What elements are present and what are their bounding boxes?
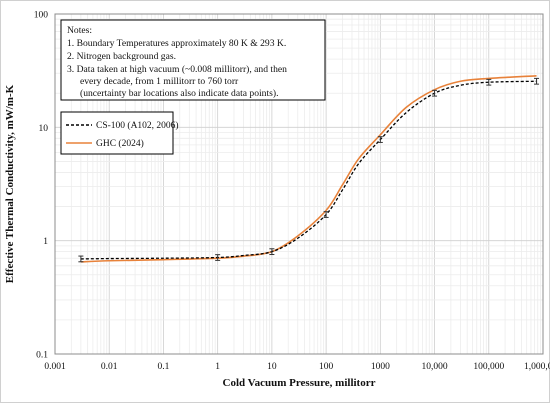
series-line-cs100	[80, 80, 537, 260]
x-axis-label: Cold Vacuum Pressure, millitorr	[223, 377, 376, 389]
error-bar	[269, 248, 275, 256]
x-tick-label: 10,000	[421, 362, 447, 372]
legend-label-ghc: GHC (2024)	[96, 138, 144, 149]
error-bar	[323, 211, 329, 218]
x-tick-label: 100	[319, 362, 334, 372]
x-tick-label: 1000	[371, 362, 390, 372]
notes-box-border	[60, 19, 326, 101]
series-line-ghc	[80, 74, 537, 263]
x-tick-label: 10	[267, 362, 277, 372]
error-bar	[432, 89, 438, 97]
error-bar	[377, 136, 383, 143]
x-tick-label: 0.1	[158, 362, 170, 372]
y-tick-label: 100	[34, 11, 49, 21]
x-tick-label: 100,000	[473, 362, 504, 372]
notes-box: Notes: 1. Boundary Temperatures approxim…	[60, 19, 326, 101]
notes-line-1: 1. Boundary Temperatures approximately 8…	[67, 38, 286, 49]
y-axis-label: Effective Thermal Conductivity, mW/m-K	[4, 84, 16, 283]
plot-area-border	[54, 13, 544, 355]
x-tick-label: 0.01	[101, 362, 118, 372]
error-bar	[486, 78, 492, 86]
legend-box	[60, 111, 174, 155]
y-tick-label: 10	[39, 124, 49, 134]
legend-label-cs100: CS-100 (A102, 2006)	[96, 120, 179, 131]
error-bar	[215, 254, 221, 261]
legend: CS-100 (A102, 2006) GHC (2024)	[60, 111, 179, 155]
error-bar	[78, 255, 84, 263]
notes-line-4: every decade, from 1 millitorr to 760 to…	[80, 76, 239, 87]
notes-line-0: Notes:	[67, 25, 92, 36]
x-tick-label: 1,000,000	[524, 362, 550, 372]
ticks-layer: 0.001 0.01 0.1 1 10 100 1000 10,000 100,000 1,000…	[34, 11, 550, 373]
x-tick-label: 1	[215, 362, 220, 372]
error-bar	[534, 77, 540, 85]
x-tick-label: 0.001	[44, 362, 66, 372]
series-layer	[78, 74, 540, 263]
notes-line-2: 2. Nitrogen background gas.	[67, 51, 176, 62]
y-tick-label: 1	[43, 237, 48, 247]
notes-line-3: 3. Data taken at high vacuum (~0.008 mil…	[67, 64, 287, 75]
notes-line-5: (uncertainty bar locations also indicate…	[80, 88, 278, 99]
y-tick-label: 0.1	[36, 351, 48, 361]
